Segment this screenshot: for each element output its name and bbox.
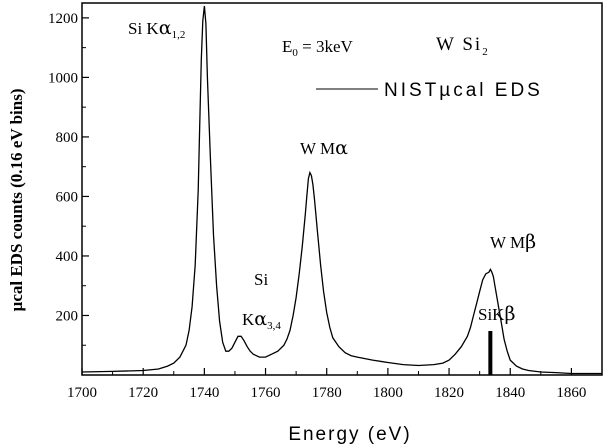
x-tick-label: 1740 xyxy=(189,385,219,401)
annotation-si-ka12: Si Kα1,2 xyxy=(128,17,185,41)
annotation-si-ka34: Kα3,4 xyxy=(242,308,281,332)
annotation-si-kb: SiKβ xyxy=(478,303,515,325)
x-axis-label: Energy (eV) xyxy=(288,424,411,445)
legend-label: NISTµcal EDS xyxy=(384,80,543,101)
spectrum-line xyxy=(81,5,602,375)
x-tick-label: 1780 xyxy=(312,385,342,401)
annotation-w-mb: W Mβ xyxy=(490,231,536,253)
plot-frame xyxy=(81,2,603,376)
y-tick-label: 1200 xyxy=(48,11,78,27)
annotation-compound: W Si2 xyxy=(436,34,490,58)
x-tick-label: 1720 xyxy=(128,385,158,401)
annotation-e0: E0 = 3keV xyxy=(282,37,354,59)
y-tick-label: 1000 xyxy=(48,70,78,86)
y-tick-label: 200 xyxy=(56,308,79,324)
y-tick-label: 600 xyxy=(56,189,79,205)
y-tick-label: 800 xyxy=(56,130,79,146)
y-tick-label: 400 xyxy=(56,249,79,265)
x-tick-label: 1820 xyxy=(434,385,464,401)
x-tick-label: 1840 xyxy=(495,385,525,401)
x-tick-label: 1700 xyxy=(67,385,97,401)
x-tick-label: 1800 xyxy=(373,385,403,401)
ticks-layer: 1700 1720 1740 1760 1780 1800 1820 1840 1860 200 4… xyxy=(48,11,586,401)
y-axis-label: µcal EDS counts (0.16 eV bins) xyxy=(7,89,26,312)
annotation-w-ma: W Mα xyxy=(300,137,348,159)
annotation-si-ka34-line1: Si xyxy=(254,270,268,289)
x-tick-label: 1860 xyxy=(556,385,586,401)
x-tick-label: 1760 xyxy=(251,385,281,401)
